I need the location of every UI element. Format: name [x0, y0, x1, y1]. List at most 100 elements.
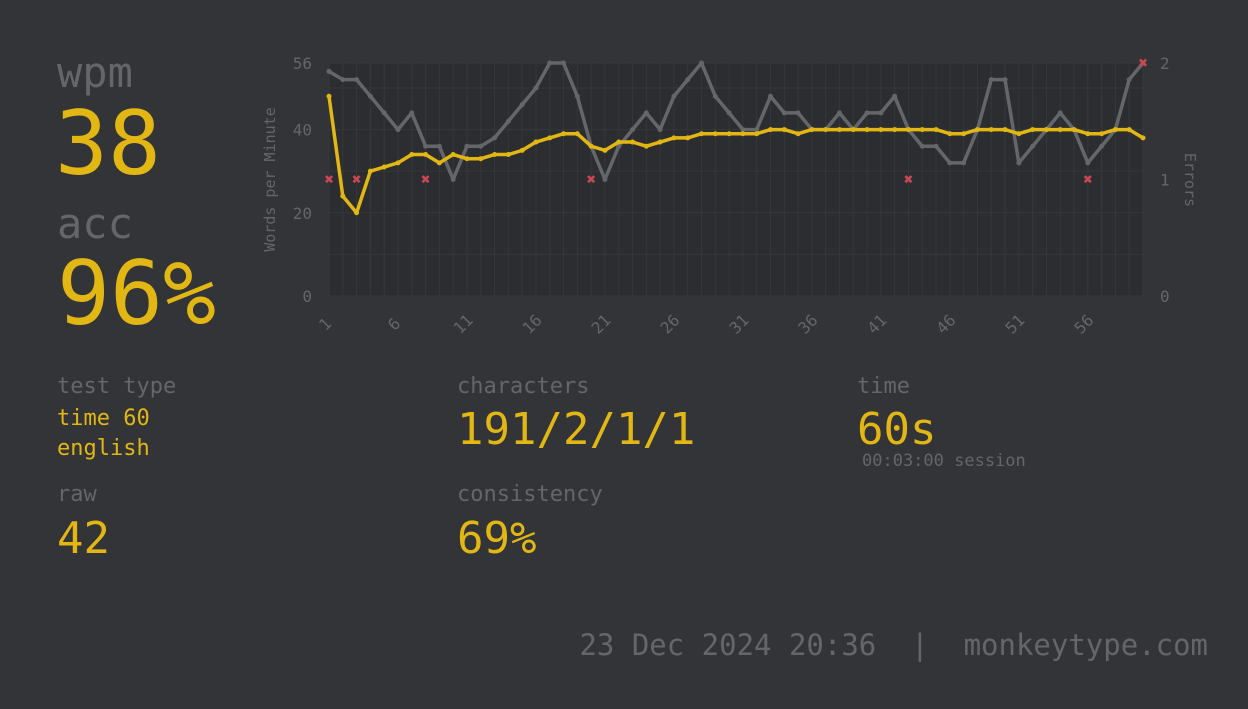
raw-wpm-point — [878, 110, 884, 116]
error-marker: ✖ — [586, 173, 596, 187]
wpm-point — [1043, 127, 1049, 133]
wpm-point — [519, 147, 525, 153]
wpm-point — [892, 127, 898, 133]
wpm-point — [878, 127, 884, 133]
x-tick-label: 26 — [656, 311, 683, 338]
test-type-language: english — [57, 436, 150, 461]
wpm-point — [423, 152, 429, 158]
raw-wpm-point — [919, 143, 925, 149]
session-time: 00:03:00 session — [862, 451, 1026, 471]
wpm-point — [961, 131, 967, 137]
raw-wpm-point — [326, 68, 332, 74]
wpm-point — [809, 127, 815, 133]
wpm-point — [699, 131, 705, 137]
raw-wpm-point — [381, 110, 387, 116]
characters-label: characters — [457, 374, 590, 399]
raw-wpm-point — [547, 60, 553, 66]
raw-wpm-point — [685, 77, 691, 83]
raw-wpm-point — [492, 135, 498, 141]
wpm-point — [1016, 131, 1022, 137]
footer-date: 23 Dec 2024 20:36 — [579, 628, 877, 662]
raw-wpm-point — [616, 143, 622, 149]
wpm-point — [326, 93, 332, 99]
accuracy-label: acc — [57, 199, 133, 248]
raw-wpm-point — [726, 110, 732, 116]
wpm-point — [905, 127, 911, 133]
time-label: time — [857, 374, 910, 399]
wpm-point — [450, 152, 456, 158]
raw-wpm-point — [643, 110, 649, 116]
raw-wpm-point — [933, 143, 939, 149]
raw-wpm-point — [1085, 160, 1091, 166]
x-tick-label: 36 — [794, 311, 821, 338]
raw-wpm-point — [423, 143, 429, 149]
wpm-point — [781, 127, 787, 133]
x-tick-label: 1 — [315, 314, 335, 334]
wpm-point — [547, 135, 553, 141]
y2-tick-label: 1 — [1160, 171, 1170, 190]
y2-tick-label: 0 — [1160, 287, 1170, 306]
wpm-point — [381, 164, 387, 170]
x-tick-label: 51 — [1001, 311, 1028, 338]
raw-wpm-point — [1140, 60, 1146, 66]
footer: 23 Dec 2024 20:36 | monkeytype.com — [579, 628, 1208, 662]
wpm-point — [1057, 127, 1063, 133]
raw-wpm-point — [561, 60, 567, 66]
raw-wpm-point — [712, 93, 718, 99]
test-type-label: test type — [57, 374, 177, 399]
raw-wpm-point — [354, 77, 360, 83]
footer-separator: | — [911, 628, 929, 662]
accuracy-value: 96% — [57, 242, 216, 345]
wpm-point — [1112, 127, 1118, 133]
raw-wpm-point — [988, 77, 994, 83]
wpm-point — [726, 131, 732, 137]
wpm-point — [1030, 127, 1036, 133]
raw-wpm-point — [574, 93, 580, 99]
y2-tick-label: 2 — [1160, 54, 1170, 73]
wpm-point — [988, 127, 994, 133]
consistency-value: 69% — [457, 513, 537, 564]
raw-wpm-point — [367, 93, 373, 99]
raw-wpm-point — [395, 127, 401, 133]
raw-wpm-point — [1099, 143, 1105, 149]
raw-wpm-point — [519, 102, 525, 108]
wpm-point — [933, 127, 939, 133]
wpm-point — [1002, 127, 1008, 133]
wpm-point — [919, 127, 925, 133]
wpm-point — [1126, 127, 1132, 133]
wpm-point — [850, 127, 856, 133]
wpm-point — [671, 135, 677, 141]
wpm-point — [602, 147, 608, 153]
y-tick-label: 0 — [302, 287, 312, 306]
wpm-point — [436, 160, 442, 166]
wpm-point — [1071, 127, 1077, 133]
wpm-point — [685, 135, 691, 141]
raw-wpm-point — [657, 127, 663, 133]
raw-wpm-point — [409, 110, 415, 116]
wpm-point — [340, 193, 346, 199]
wpm-point — [740, 131, 746, 137]
wpm-point — [864, 127, 870, 133]
x-tick-label: 16 — [519, 311, 546, 338]
wpm-point — [836, 127, 842, 133]
wpm-point — [533, 139, 539, 145]
raw-wpm-point — [1030, 143, 1036, 149]
error-marker: ✖ — [324, 173, 334, 187]
wpm-point — [478, 156, 484, 162]
footer-site: monkeytype.com — [963, 628, 1208, 662]
raw-wpm-point — [602, 177, 608, 182]
wpm-point — [367, 168, 373, 174]
wpm-point — [630, 139, 636, 145]
error-marker: ✖ — [903, 173, 913, 187]
x-tick-label: 31 — [725, 311, 752, 338]
wpm-point — [354, 210, 360, 216]
wpm-point — [574, 131, 580, 137]
y-tick-label: 20 — [293, 204, 312, 223]
x-tick-label: 11 — [450, 311, 477, 338]
raw-wpm-point — [864, 110, 870, 116]
x-tick-label: 46 — [932, 311, 959, 338]
wpm-point — [616, 139, 622, 145]
error-marker: ✖ — [1138, 56, 1148, 70]
x-tick-label: 6 — [384, 314, 404, 334]
wpm-point — [712, 131, 718, 137]
